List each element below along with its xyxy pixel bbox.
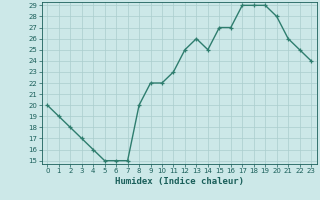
X-axis label: Humidex (Indice chaleur): Humidex (Indice chaleur) (115, 177, 244, 186)
